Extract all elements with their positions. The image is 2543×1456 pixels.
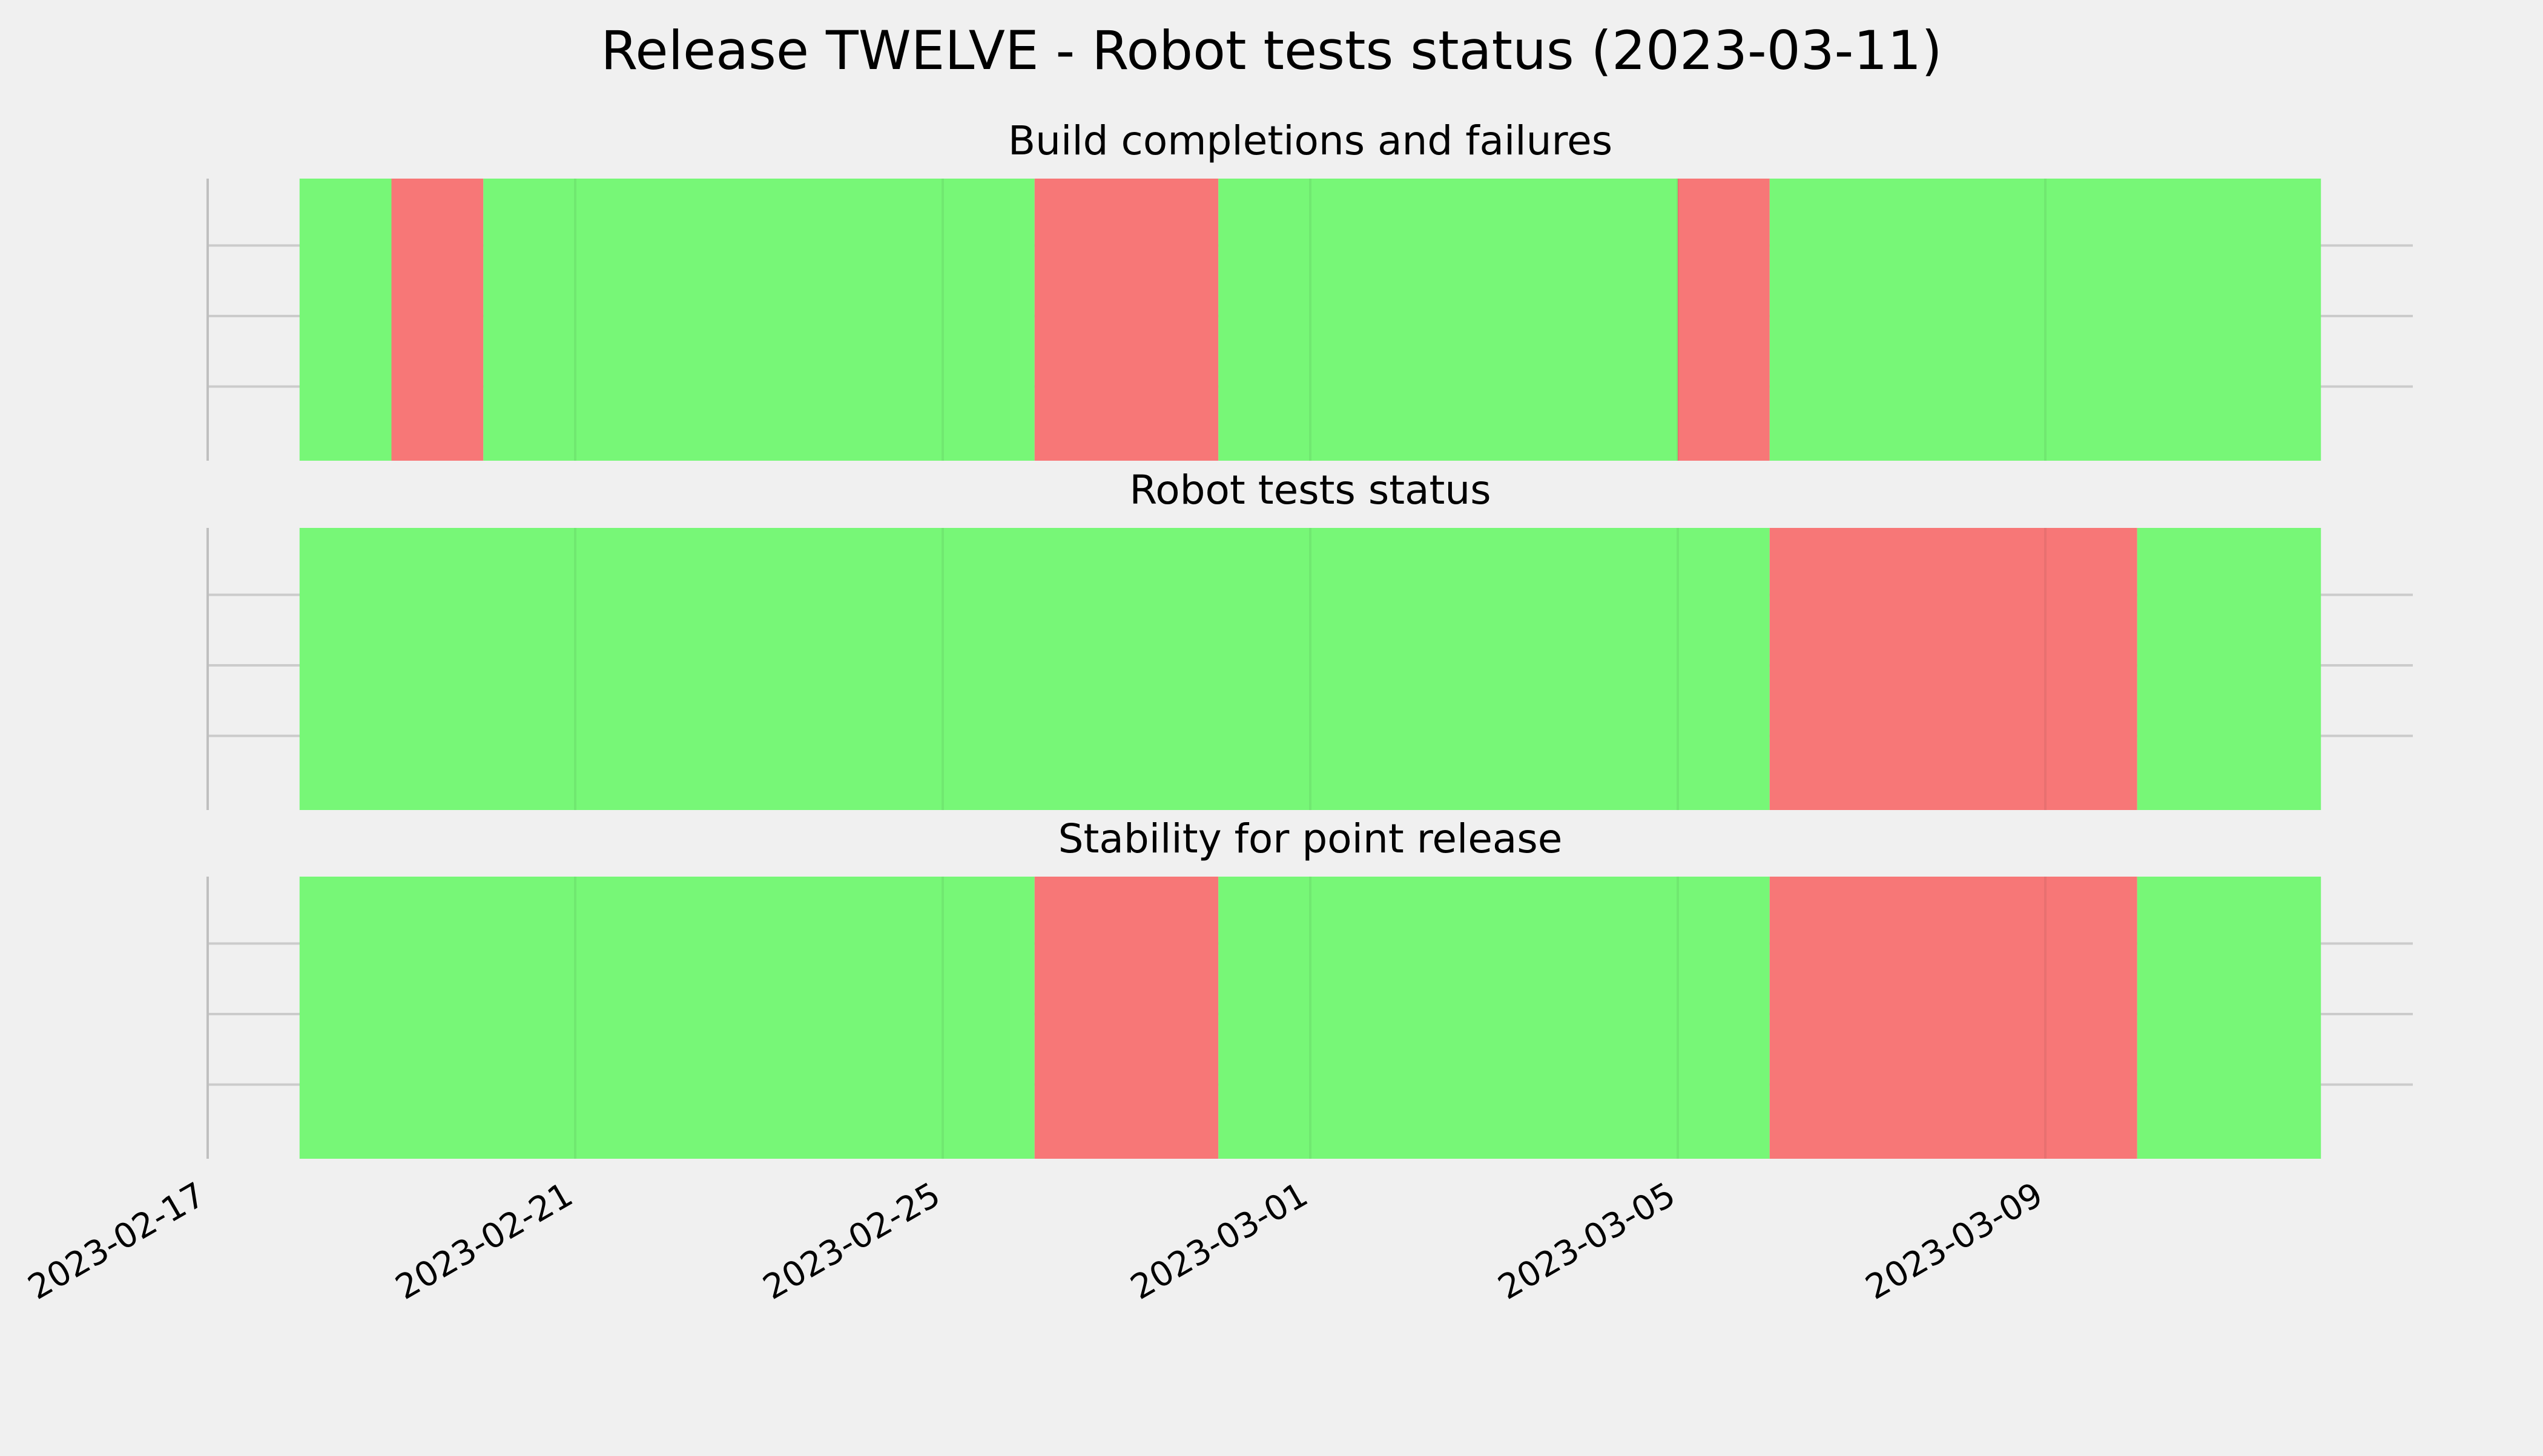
segment-pass xyxy=(1218,877,1770,1159)
segment-pass xyxy=(2137,528,2321,810)
panel-3: Stability for point release xyxy=(206,815,2413,1159)
x-axis: 2023-02-17 2023-02-21 2023-02-25 2023-03-01… xyxy=(22,1175,2050,1308)
panel-title: Build completions and failures xyxy=(1008,117,1612,164)
segment-pass xyxy=(2137,877,2321,1159)
x-tick-label: 2023-03-05 xyxy=(1492,1175,1682,1308)
segment-pass xyxy=(299,528,1770,810)
chart-panels: Build completions and failures Robot test… xyxy=(206,117,2413,1159)
segment-fail xyxy=(1769,877,2137,1159)
chart-title: Release TWELVE - Robot tests status (202… xyxy=(601,19,1942,82)
panel-title: Robot tests status xyxy=(1129,467,1491,513)
segment-pass xyxy=(483,179,1035,461)
panel-1: Build completions and failures xyxy=(206,117,2413,461)
segment-pass xyxy=(1218,179,1678,461)
segment-fail xyxy=(391,179,484,461)
x-tick-label: 2023-03-01 xyxy=(1124,1175,1314,1308)
segment-fail xyxy=(1769,528,2137,810)
segment-fail xyxy=(1034,179,1219,461)
segment-fail xyxy=(1678,179,1770,461)
x-tick-label: 2023-02-17 xyxy=(22,1175,212,1308)
panel-2: Robot tests status xyxy=(206,467,2413,810)
segment-pass xyxy=(299,179,392,461)
x-tick-label: 2023-02-21 xyxy=(389,1175,579,1308)
segment-pass xyxy=(1769,179,2321,461)
segment-fail xyxy=(1034,877,1219,1159)
segment-pass xyxy=(299,877,1035,1159)
x-tick-label: 2023-02-25 xyxy=(757,1175,947,1308)
panel-title: Stability for point release xyxy=(1058,815,1563,862)
x-tick-label: 2023-03-09 xyxy=(1859,1175,2050,1308)
